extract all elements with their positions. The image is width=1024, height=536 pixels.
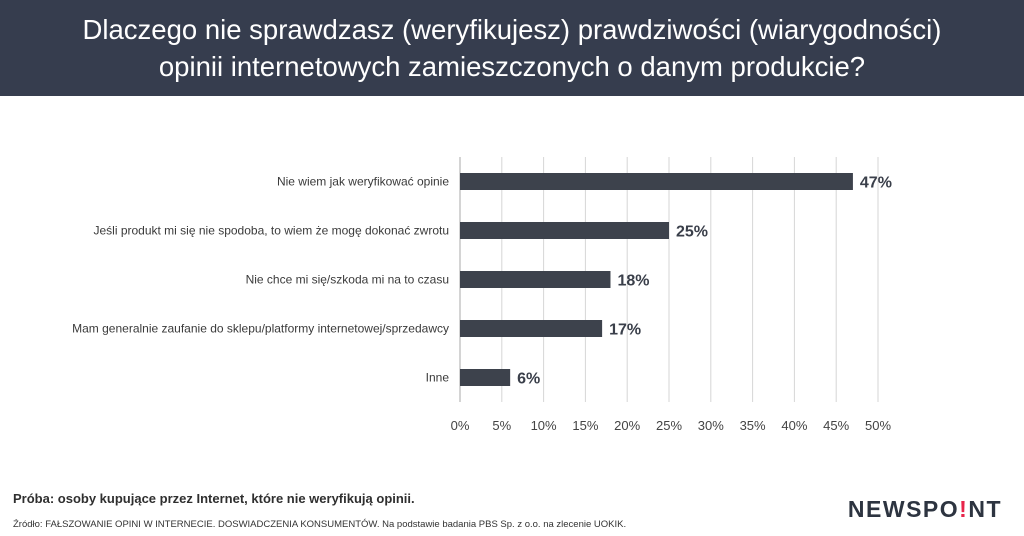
category-label: Mam generalnie zaufanie do sklepu/platfo… bbox=[72, 322, 449, 336]
x-tick-label: 25% bbox=[656, 418, 682, 433]
data-label: 17% bbox=[609, 322, 641, 339]
logo-accent: ! bbox=[959, 496, 969, 522]
x-tick-label: 45% bbox=[823, 418, 849, 433]
bar bbox=[460, 173, 853, 190]
data-label: 47% bbox=[860, 175, 892, 192]
x-tick-label: 40% bbox=[781, 418, 807, 433]
bar bbox=[460, 271, 611, 288]
bar bbox=[460, 320, 603, 337]
newspoint-logo: NEWSPO!NT bbox=[847, 496, 1002, 522]
chart-title-line-2: opinii internetowych zamieszczonych o da… bbox=[158, 51, 866, 82]
x-tick-label: 15% bbox=[572, 418, 598, 433]
x-tick-label: 10% bbox=[531, 418, 557, 433]
category-label: Nie wiem jak weryfikować opinie bbox=[277, 175, 449, 189]
data-label: 18% bbox=[617, 273, 649, 290]
data-label: 25% bbox=[676, 224, 708, 241]
category-label: Nie chce mi się/szkoda mi na to czasu bbox=[246, 273, 449, 287]
source-note: Źródło: FAŁSZOWANIE OPINI W INTERNECIE. … bbox=[13, 519, 627, 530]
sample-note: Próba: osoby kupujące przez Internet, kt… bbox=[13, 491, 415, 506]
title-banner: Dlaczego nie sprawdzasz (weryfikujesz) p… bbox=[0, 0, 1024, 96]
x-tick-label: 5% bbox=[492, 418, 511, 433]
x-tick-label: 35% bbox=[740, 418, 766, 433]
bar bbox=[460, 369, 511, 386]
x-tick-label: 50% bbox=[865, 418, 891, 433]
category-label: Inne bbox=[426, 371, 450, 385]
x-tick-label: 20% bbox=[614, 418, 640, 433]
bar-chart: 0% 5% 10% 15% 20% 25% 30% 35% 40% 45% 50% Nie wiem … bbox=[72, 157, 892, 433]
bar bbox=[460, 222, 669, 239]
data-label: 6% bbox=[517, 371, 540, 388]
x-tick-label: 30% bbox=[698, 418, 724, 433]
x-tick-label: 0% bbox=[451, 418, 470, 433]
category-label: Jeśli produkt mi się nie spodoba, to wie… bbox=[93, 224, 449, 238]
chart-title-line-1: Dlaczego nie sprawdzasz (weryfikujesz) p… bbox=[82, 14, 942, 45]
